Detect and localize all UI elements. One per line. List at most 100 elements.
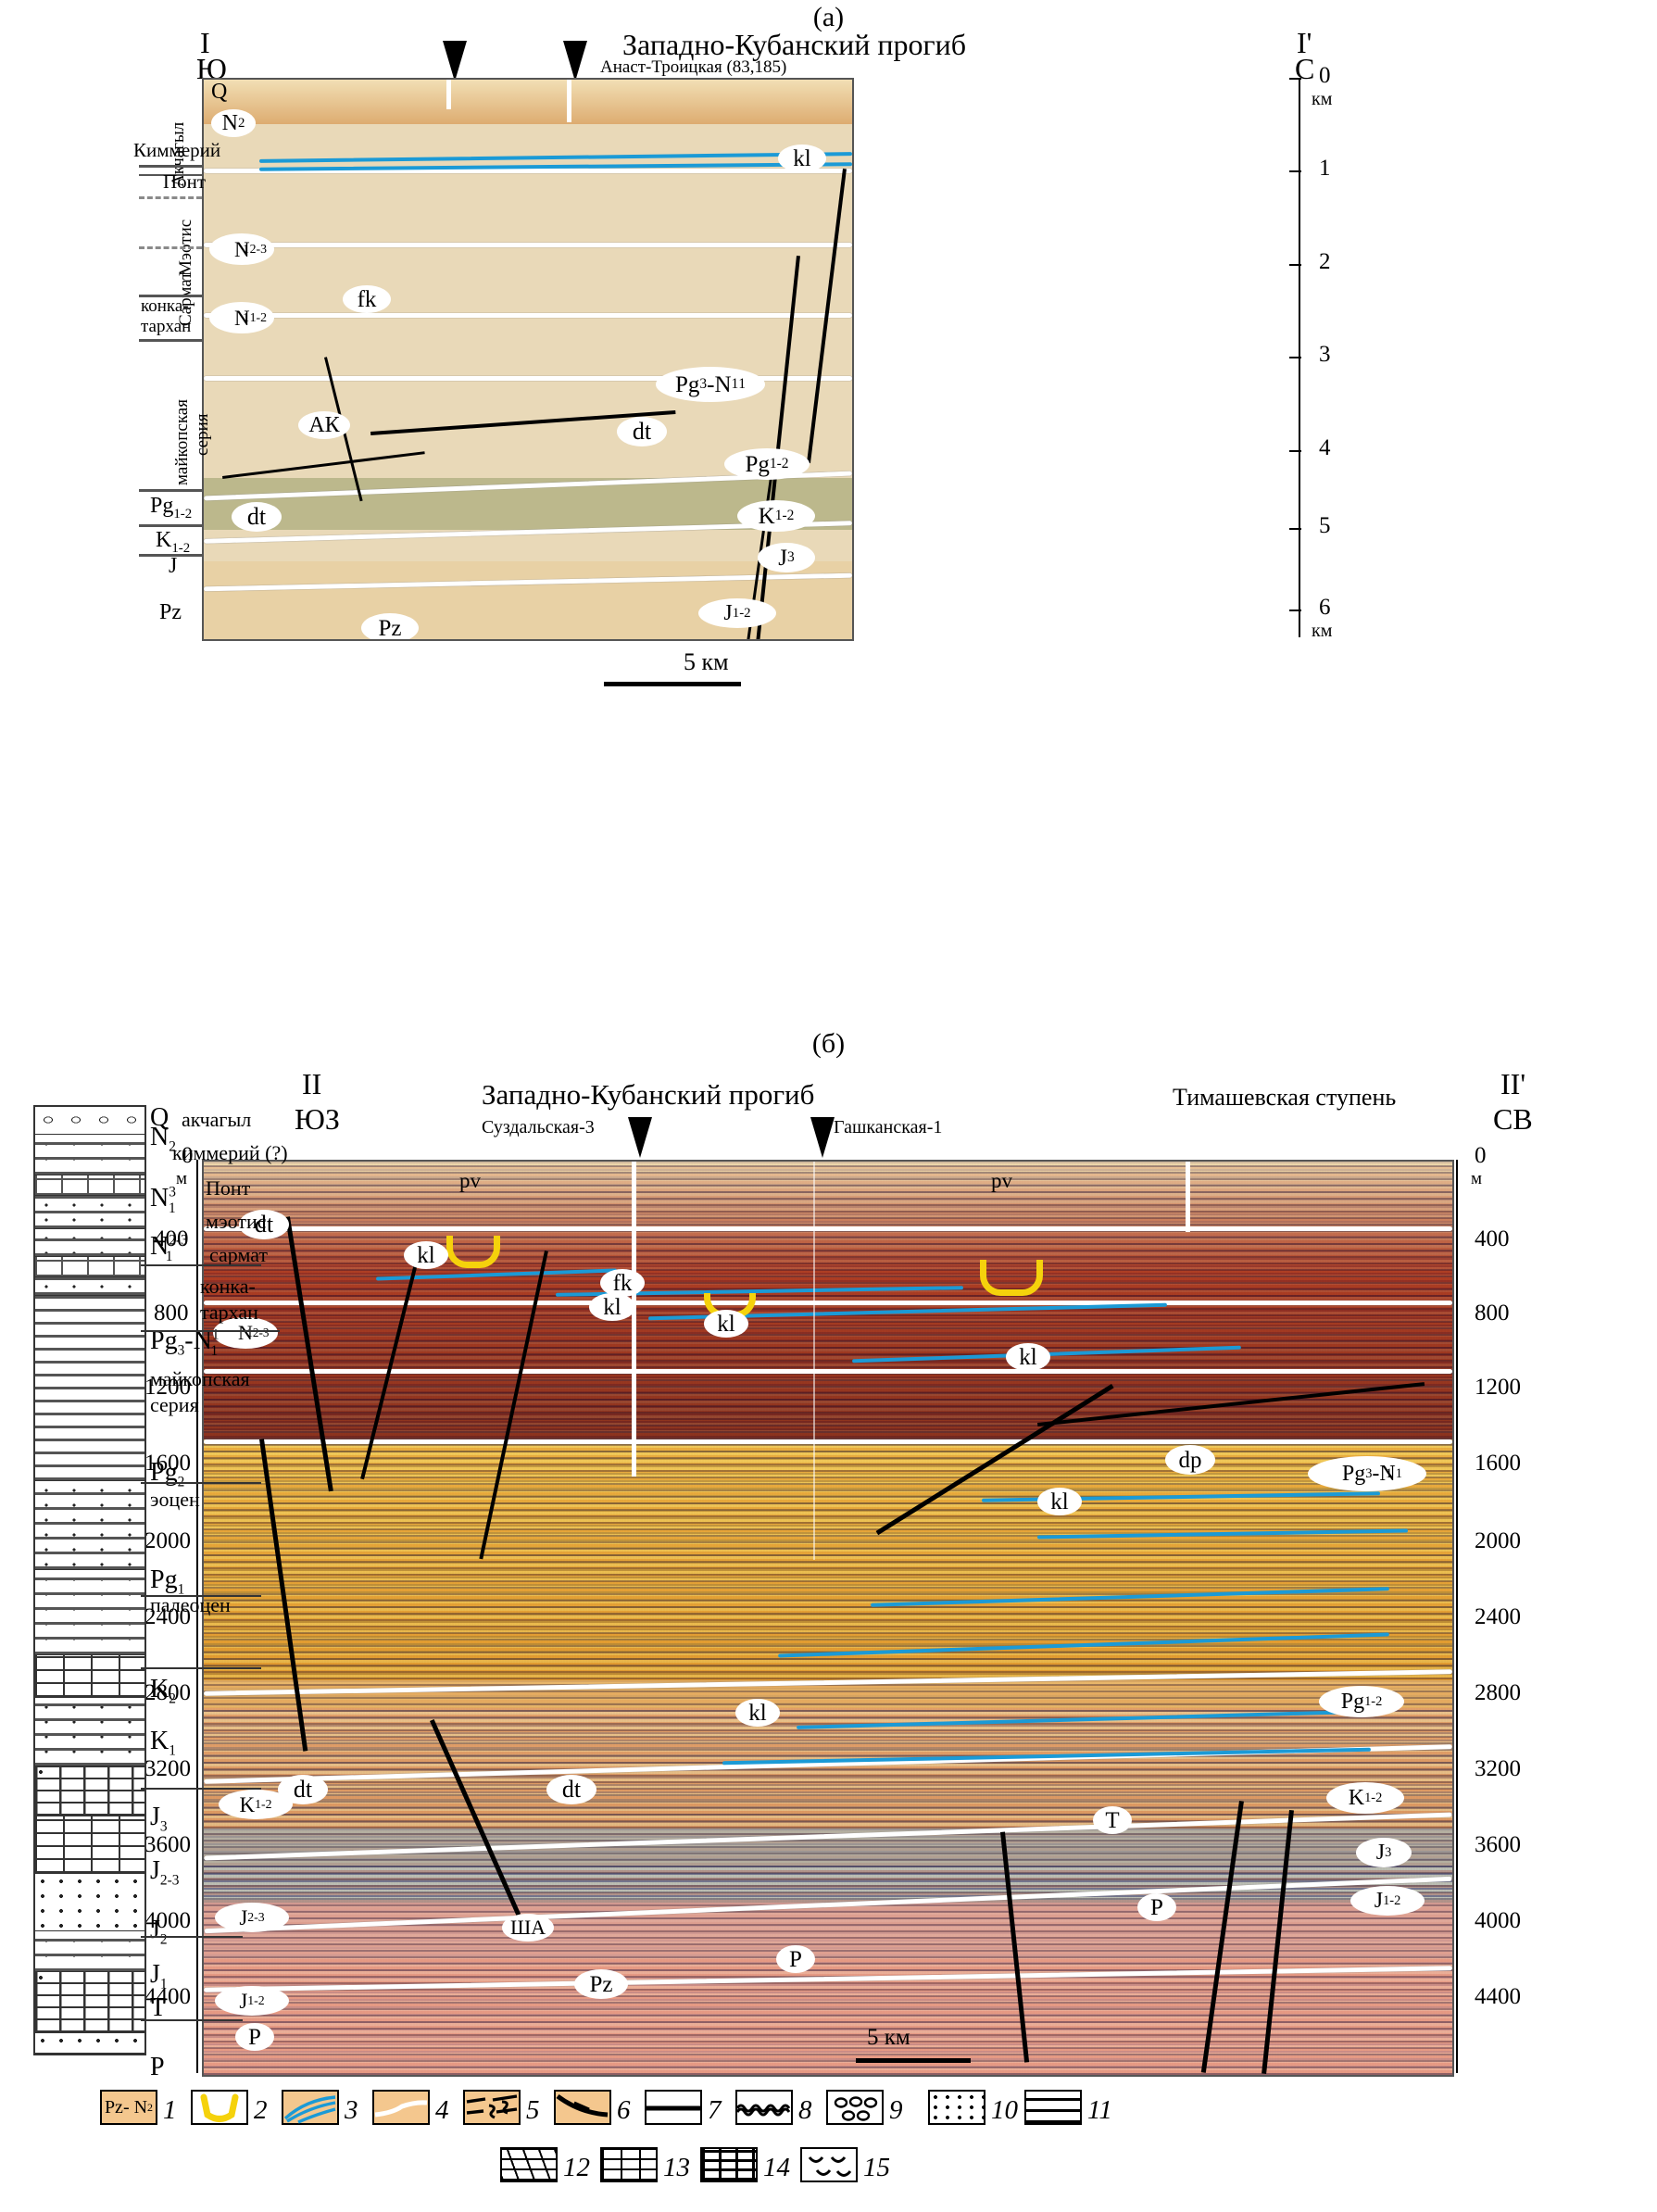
strat-code-k-2-7: K2: [150, 1675, 176, 1707]
strat-name-1: киммерий (?): [172, 1141, 288, 1164]
label-kl: kl: [704, 1310, 748, 1338]
strat-leader-line: [141, 1595, 261, 1597]
strat-divider: [139, 165, 202, 168]
strat-label-konka: конка-: [141, 296, 189, 316]
axis-tick: [1289, 357, 1301, 358]
depth-right-3200: 3200: [1475, 1756, 1521, 1781]
depth-left-800: 800: [154, 1301, 189, 1326]
depth-left-1200: 1200: [144, 1375, 191, 1400]
legend-number-13: 13: [663, 2153, 690, 2182]
label-k1-2: K 1-2: [737, 500, 815, 532]
strat-unit-J2-3: [35, 1816, 144, 1874]
shell-arcs-icon: [808, 2156, 852, 2177]
strat-label-q-a: Q: [211, 80, 228, 104]
strat-name-6: тархан: [200, 1301, 258, 1324]
legend-swatch-15: [800, 2147, 858, 2182]
axis-tick: [1289, 170, 1301, 172]
depth-left-2400: 2400: [144, 1604, 191, 1629]
strat-name-2: Понт: [206, 1176, 251, 1200]
strat-label-pz-a: Pz: [159, 600, 182, 624]
strat-name-3: мэотис: [206, 1210, 267, 1233]
label-j1-2: J 1-2: [1350, 1886, 1425, 1916]
label-k1-2: K 1-2: [219, 1790, 293, 1819]
strat-code-j-1-12: J1: [150, 1960, 168, 1992]
white-horizon-icon: [374, 2100, 428, 2118]
strat-unit-K1: [35, 1698, 144, 1766]
axis-tick: [1289, 78, 1301, 80]
strat-name-8: серия: [150, 1393, 199, 1416]
strat-code-n-2-1: N2: [150, 1123, 176, 1155]
depth-right-4400: 4400: [1475, 1984, 1521, 2009]
strat-name-0: акчагыл: [182, 1108, 252, 1131]
legend-swatch-2: [191, 2090, 248, 2125]
depth-left-2000: 2000: [144, 1528, 191, 1553]
panel-a-scale-bar: [604, 682, 741, 686]
label-pz: Pz: [361, 613, 419, 639]
strat-code-j-3-9: J3: [150, 1803, 168, 1835]
strat-divider: [139, 489, 202, 492]
label-j2-3: J 2-3: [215, 1903, 289, 1932]
strat-label-maikop: майкопская: [172, 399, 192, 485]
panel-b-right-direction: СВ: [1493, 1102, 1533, 1136]
horizon-pick: [204, 1301, 1452, 1305]
strat-unit-Pg2: [35, 1481, 144, 1570]
panel-b-tag: (б): [811, 1028, 846, 1059]
panel-b-seismic-section[interactable]: dt kl fk kl kl kl kl kl dp dt dt ША Pz P…: [202, 1160, 1454, 2077]
well-stem: [1186, 1162, 1190, 1232]
panel-a-tag: (а): [812, 2, 845, 32]
legend-swatch-3: [282, 2090, 339, 2125]
label-dt: dt: [239, 1210, 289, 1239]
conglomerate-icon: [834, 2096, 878, 2121]
reflector-stripes: [204, 1162, 1452, 2075]
label-kl: kl: [404, 1241, 448, 1269]
depth-label-3: 3: [1319, 342, 1331, 367]
depth-right-4000: 4000: [1475, 1908, 1521, 1933]
strat-unit-Pg3-N1_1: [35, 1296, 144, 1481]
legend-swatch-6: [554, 2090, 611, 2125]
strat-code-p-14: P: [150, 2053, 165, 2081]
label-dt: dt: [232, 502, 282, 532]
strat-code-n-1-2: N31: [150, 1184, 176, 1216]
strat-label-k12-a: K1-2: [156, 528, 191, 556]
axis-tick: [1289, 528, 1301, 530]
depth-unit-top: км: [1312, 89, 1333, 109]
panel-b-scale-label: 5 км: [867, 2025, 910, 2050]
legend-swatch-12: [500, 2147, 558, 2182]
strat-label-seriya: серия: [193, 413, 212, 456]
unconformity-icon: [737, 2104, 791, 2117]
horizon-pick: [204, 1226, 1452, 1231]
depth-right-unit: м: [1471, 1169, 1483, 1188]
depth-left-3600: 3600: [144, 1832, 191, 1857]
label-dt: dt: [617, 417, 667, 446]
depth-right-0: 0: [1475, 1143, 1487, 1168]
label-kl: kl: [589, 1293, 635, 1321]
legend-swatch-4: [372, 2090, 430, 2125]
label-p: P: [776, 1945, 815, 1973]
legend-swatch-5: [463, 2090, 521, 2125]
facies-paleozoic: [204, 1903, 1452, 2075]
panel-b-depth-axis-left: [196, 1160, 198, 2073]
strat-name-4: сармат: [209, 1243, 269, 1266]
label-k1-2: K 1-2: [1326, 1782, 1404, 1814]
axis-tick: [1289, 264, 1301, 266]
depth-right-3600: 3600: [1475, 1832, 1521, 1857]
strat-name-9: эоцен: [150, 1488, 200, 1511]
panel-a-right-section-id: I': [1297, 26, 1312, 59]
strat-unit-J2: [35, 1874, 144, 1931]
strat-leader-line: [141, 1788, 261, 1790]
strat-divider-dashed: [139, 246, 202, 249]
label-kl: kl: [735, 1699, 780, 1727]
strat-divider: [139, 554, 202, 557]
horizon-pick: [204, 376, 852, 381]
well-stem: [632, 1162, 636, 1477]
unit-marker-n1-12: N 1-2 1: [209, 302, 274, 333]
stratigraphic-column[interactable]: [33, 1105, 146, 2055]
depth-right-800: 800: [1475, 1301, 1510, 1326]
depth-right-2800: 2800: [1475, 1680, 1521, 1705]
strat-code-j-2-3-10: J2-3: [150, 1856, 180, 1889]
double-line-icon: [646, 2105, 700, 2111]
legend-swatch-13: [600, 2147, 658, 2182]
